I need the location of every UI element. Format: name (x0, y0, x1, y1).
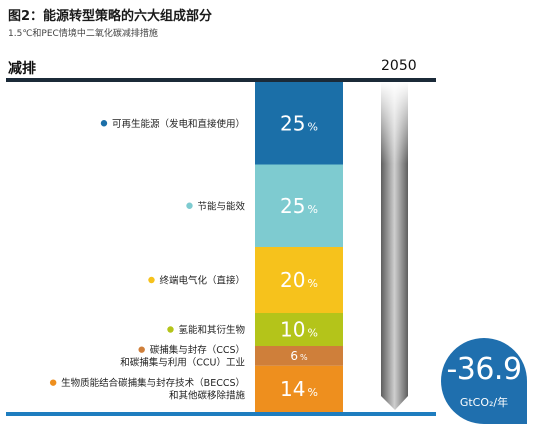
bar-segment-hydrogen (255, 313, 343, 346)
bar-segment-renewables (255, 82, 343, 165)
category-label-ccs-line2: 和碳捕集与利用（CCU）工业 (120, 357, 245, 369)
value-label-hydrogen: 10% (280, 318, 318, 342)
category-label-ccs-line1: 碳捕集与封存（CCS） (150, 344, 245, 356)
bar-segment-efficiency (255, 164, 343, 247)
baseline-rule (6, 412, 436, 416)
legend-dot-beccs (49, 379, 57, 386)
category-label-beccs-line1: 生物质能结合碳捕集与封存技术（BECCS） (61, 377, 245, 389)
category-label-efficiency: 节能与能效 (197, 200, 245, 212)
value-label-renewables: 25% (280, 111, 318, 135)
reduction-arrow (381, 82, 408, 410)
value-label-ccs: 6% (290, 349, 308, 363)
chart-subtitle: 1.5℃和PEC情境中二氧化碳减排措施 (8, 29, 158, 39)
bar-segment-ccs (255, 346, 343, 366)
category-label-electrification: 终端电气化（直接） (159, 275, 245, 287)
legend-dot-renewables (100, 120, 108, 127)
bar-segment-electrification (255, 247, 343, 313)
top-rule (6, 78, 436, 82)
chart-title: 图2：能源转型策略的六大组成部分 (8, 9, 213, 24)
column-label-reduction: 减排 (8, 61, 36, 77)
category-label-renewables: 可再生能源（发电和直接使用） (112, 118, 245, 130)
value-label-electrification: 20% (280, 268, 318, 292)
legend-dot-ccs (138, 346, 145, 353)
legend-dot-hydrogen (167, 326, 174, 333)
column-label-year: 2050 (381, 58, 417, 74)
bar-segment-beccs (255, 365, 343, 412)
total-badge: -36.9 GtCO₂/年 (441, 338, 527, 424)
total-value: -36.9 (446, 352, 522, 387)
value-label-beccs: 14% (280, 377, 318, 401)
legend-dot-efficiency (186, 202, 193, 209)
total-unit: GtCO₂/年 (459, 396, 509, 409)
value-label-efficiency: 25% (280, 194, 318, 218)
category-label-hydrogen: 氢能和其衍生物 (178, 324, 245, 336)
legend-dot-electrification (148, 276, 155, 284)
category-label-beccs-line2: 和其他碳移除措施 (169, 390, 246, 402)
